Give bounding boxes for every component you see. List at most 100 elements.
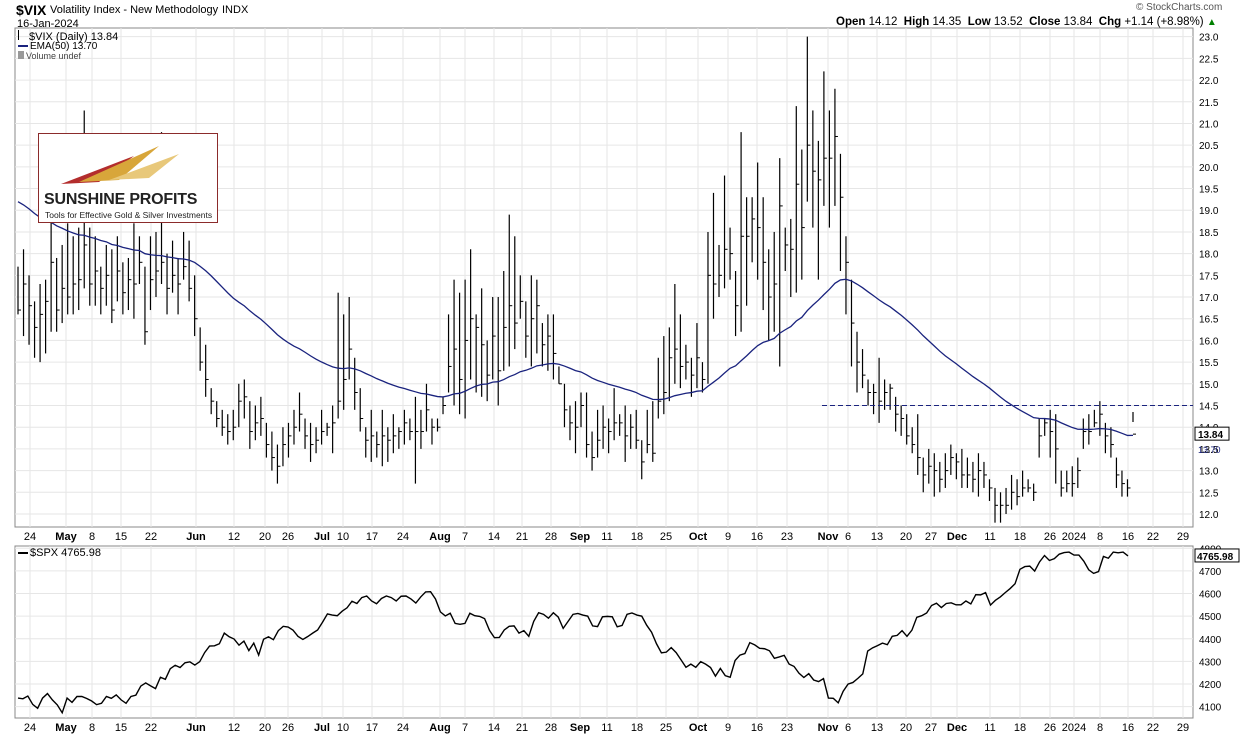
spx-x-tick-label: 21 [516,722,528,734]
vix-y-tick-label: 15.0 [1199,380,1219,391]
vix-y-tick-label: 19.0 [1199,206,1219,217]
sunshine-profits-logo: SUNSHINE PROFITS Tools for Effective Gol… [38,133,218,223]
vix-ohlc-series [17,36,1136,523]
spx-x-tick-label: 6 [845,722,851,734]
vix-x-tick-label: 29 [1177,531,1189,543]
chart-security-name: Volatility Index - New Methodology [50,4,219,16]
spx-x-tick-label: 20 [900,722,912,734]
spx-x-tick-label: Dec [947,722,967,734]
vix-x-tick-label: 14 [488,531,500,543]
chart-credit: © StockCharts.com [1136,2,1223,13]
spx-x-tick-label: 10 [337,722,349,734]
spx-price-line [17,551,1129,715]
vix-x-tick-label: 18 [1014,531,1026,543]
vix-x-tick-label: 16 [1122,531,1134,543]
logo-tagline: Tools for Effective Gold & Silver Invest… [45,210,213,220]
vix-y-tick-label: 16.0 [1199,336,1219,347]
vix-x-tick-label: 24 [397,531,409,543]
spx-x-tick-label: 22 [145,722,157,734]
vix-y-tick-label: 12.5 [1199,488,1219,499]
vix-x-tick-label: 9 [725,531,731,543]
chart-symbol: $VIX [16,2,47,18]
vix-x-tick-label: 6 [845,531,851,543]
vix-x-tick-label: 17 [366,531,378,543]
spx-x-tick-label: 11 [984,722,995,734]
spx-x-tick-label: 14 [488,722,500,734]
spx-x-tick-label: 18 [631,722,643,734]
vix-x-tick-label: Jun [186,531,206,543]
logo-title: SUNSHINE PROFITS [44,191,198,208]
spx-x-tick-label: 18 [1014,722,1026,734]
vix-x-tick-label: 2024 [1062,531,1086,543]
vix-y-tick-label: 21.0 [1199,119,1219,130]
vix-y-tick-label: 18.5 [1199,228,1219,239]
spx-x-tick-label: May [55,722,77,734]
vix-x-tick-label: 18 [631,531,643,543]
vix-x-tick-label: Oct [689,531,708,543]
vix-x-tick-label: 10 [337,531,349,543]
vix-x-tick-label: Nov [818,531,840,543]
vix-x-tick-label: Jul [314,531,330,543]
vix-last-value-label: 13.84 [1198,430,1223,441]
open-value: 14.12 [868,16,898,28]
open-label: Open [836,16,866,28]
legend-ema: EMA(50) 13.70 [18,41,97,52]
change-value: +1.14 (+8.98%) [1124,16,1204,28]
spx-x-tick-label: 15 [115,722,127,734]
spx-x-tick-label: Sep [570,722,590,734]
spx-x-tick-label: 24 [397,722,409,734]
vix-x-tick-label: 11 [601,531,612,543]
vix-y-tick-label: 17.5 [1199,271,1219,282]
spx-x-tick-label: 26 [1044,722,1056,734]
spx-x-tick-label: 7 [462,722,468,734]
spx-x-tick-label: 11 [601,722,612,734]
low-label: Low [967,16,991,28]
spx-x-tick-label: Jun [186,722,206,734]
vix-ema-value-label: 13.70 [1198,445,1221,455]
spx-y-tick-label: 4700 [1199,567,1222,578]
vix-y-tick-label: 17.0 [1199,293,1219,304]
spx-x-tick-label: 16 [1122,722,1134,734]
line-legend-swatch [18,552,28,555]
spx-x-tick-label: Jul [314,722,330,734]
spx-y-tick-label: 4500 [1199,612,1222,623]
vix-x-tick-label: 26 [282,531,294,543]
vix-x-tick-label: 26 [1044,531,1056,543]
vix-y-tick-label: 15.5 [1199,358,1219,369]
spx-x-tick-label: 28 [545,722,557,734]
close-label: Close [1029,16,1061,28]
vix-y-tick-label: 20.0 [1199,163,1219,174]
vix-y-tick-label: 12.0 [1199,510,1219,521]
legend-spx: $SPX 4765.98 [18,547,101,559]
vix-x-tick-label: May [55,531,77,543]
high-value: 14.35 [932,16,962,28]
spx-y-tick-label: 4300 [1199,657,1222,668]
volume-legend-swatch [18,51,24,59]
spx-x-tick-label: 12 [228,722,240,734]
vix-x-tick-label: 20 [900,531,912,543]
vix-x-tick-label: 8 [1097,531,1103,543]
legend-volume: Volume undef [18,51,81,61]
spx-panel-frame [14,545,1194,719]
spx-x-tick-label: 24 [24,722,36,734]
low-value: 13.52 [993,16,1023,28]
vix-x-tick-label: 21 [516,531,528,543]
vix-x-tick-label: 22 [1147,531,1159,543]
vix-x-tick-label: 8 [89,531,95,543]
vix-x-tick-label: Dec [947,531,967,543]
vix-y-tick-label: 18.0 [1199,250,1219,261]
spx-x-tick-label: 8 [89,722,95,734]
vix-x-tick-label: 27 [925,531,937,543]
ohlc-readout: Open 14.12 High 14.35 Low 13.52 Close 13… [836,16,1217,28]
spx-x-tick-label: Oct [689,722,708,734]
spx-x-tick-label: 20 [259,722,271,734]
spx-x-tick-label: 29 [1177,722,1189,734]
vix-y-tick-label: 22.5 [1199,54,1219,65]
vix-x-tick-label: 15 [115,531,127,543]
high-label: High [903,16,930,28]
vix-x-tick-label: 25 [660,531,672,543]
vix-y-tick-label: 23.0 [1199,33,1219,44]
vix-panel-frame [14,27,1194,528]
vix-y-tick-label: 22.0 [1199,76,1219,87]
